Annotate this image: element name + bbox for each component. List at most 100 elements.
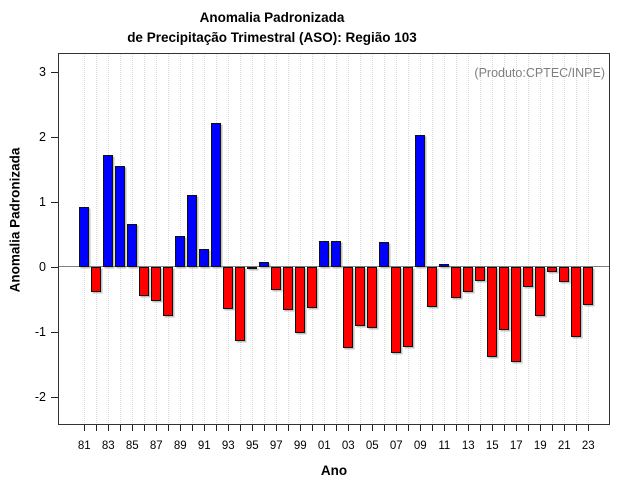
bar-2005	[367, 267, 378, 329]
x-tick	[96, 425, 98, 431]
gridline	[240, 53, 242, 425]
bar-1986	[139, 267, 150, 297]
bar-2015	[487, 267, 498, 358]
gridline	[96, 53, 98, 425]
bar-1992	[211, 123, 222, 267]
x-tick	[192, 425, 194, 431]
gridline	[516, 53, 518, 425]
bar-2000	[307, 267, 318, 308]
gridline	[324, 53, 326, 425]
bar-2001	[319, 241, 330, 267]
y-tick-label: -1	[34, 325, 46, 339]
x-tick	[84, 425, 86, 431]
bar-2013	[463, 267, 474, 292]
bar-2011	[439, 264, 450, 267]
x-tick-label: 89	[173, 440, 187, 452]
gridline	[336, 53, 338, 425]
chart-title-line2: de Precipitação Trimestral (ASO): Região…	[127, 30, 417, 45]
x-tick	[120, 425, 122, 431]
x-tick-label: 21	[557, 440, 571, 452]
bar-2021	[559, 267, 570, 282]
bar-1987	[151, 267, 162, 301]
bar-1982	[91, 267, 102, 292]
x-tick	[360, 425, 362, 431]
gridline	[264, 53, 266, 425]
x-tick-label: 11	[438, 440, 451, 452]
x-tick	[312, 425, 314, 431]
bar-2007	[391, 267, 402, 354]
x-tick	[132, 425, 134, 431]
bar-1996	[259, 261, 270, 267]
gridline	[492, 53, 494, 425]
gridline	[480, 53, 482, 425]
x-tick	[276, 425, 278, 431]
gridline	[576, 53, 578, 425]
bar-2017	[511, 267, 522, 362]
x-tick	[240, 425, 242, 431]
gridline	[456, 53, 458, 425]
bar-2002	[331, 241, 342, 267]
bar-2022	[571, 267, 582, 338]
x-tick-label: 87	[149, 440, 163, 452]
bar-1990	[187, 194, 198, 267]
x-tick	[528, 425, 530, 431]
x-tick	[492, 425, 494, 431]
x-axis-title: Ano	[320, 463, 348, 478]
bar-1995	[247, 267, 258, 269]
bar-2019	[535, 267, 546, 316]
bar-1998	[283, 267, 294, 310]
x-tick-label: 81	[77, 440, 91, 452]
x-tick-label: 91	[197, 440, 211, 452]
x-tick-label: 85	[125, 440, 139, 452]
gridline	[168, 53, 170, 425]
x-tick	[264, 425, 266, 431]
gridline	[276, 53, 278, 425]
x-tick	[516, 425, 518, 431]
x-tick	[156, 425, 158, 431]
gridline	[204, 53, 206, 425]
x-tick	[420, 425, 422, 431]
gridline	[252, 53, 254, 425]
x-tick	[408, 425, 410, 431]
gridline	[468, 53, 470, 425]
x-tick-label: 01	[317, 440, 331, 452]
x-tick	[564, 425, 566, 431]
x-tick-label: 09	[413, 440, 427, 452]
gridline	[300, 53, 302, 425]
y-tick	[51, 267, 58, 268]
x-tick-label: 83	[101, 440, 115, 452]
bar-1991	[199, 249, 210, 267]
bar-1981	[79, 207, 90, 267]
x-tick	[480, 425, 482, 431]
x-tick-label: 13	[461, 440, 475, 452]
gridline	[396, 53, 398, 425]
gridline	[444, 53, 446, 425]
x-tick-label: 03	[341, 440, 355, 452]
bar-2014	[475, 267, 486, 282]
x-tick	[504, 425, 506, 431]
y-tick	[51, 137, 58, 138]
bar-1993	[223, 267, 234, 310]
gridline	[348, 53, 350, 425]
x-tick-label: 19	[533, 440, 547, 452]
x-tick	[444, 425, 446, 431]
x-tick	[216, 425, 218, 431]
bar-2010	[427, 267, 438, 308]
bar-2003	[343, 267, 354, 348]
x-tick	[540, 425, 542, 431]
x-tick	[588, 425, 590, 431]
y-tick	[51, 72, 58, 73]
bar-1997	[271, 267, 282, 291]
chart-title: Anomalia Padronizada de Precipitação Tri…	[0, 8, 544, 48]
chart-title-line1: Anomalia Padronizada	[199, 10, 345, 25]
gridline	[588, 53, 590, 425]
y-tick	[51, 332, 58, 333]
bar-1989	[175, 235, 186, 267]
gridline	[504, 53, 506, 425]
producer-annotation: (Produto:CPTEC/INPE)	[474, 66, 605, 80]
x-tick-label: 17	[509, 440, 523, 452]
x-tick	[108, 425, 110, 431]
x-tick-label: 07	[389, 440, 403, 452]
x-tick	[144, 425, 146, 431]
